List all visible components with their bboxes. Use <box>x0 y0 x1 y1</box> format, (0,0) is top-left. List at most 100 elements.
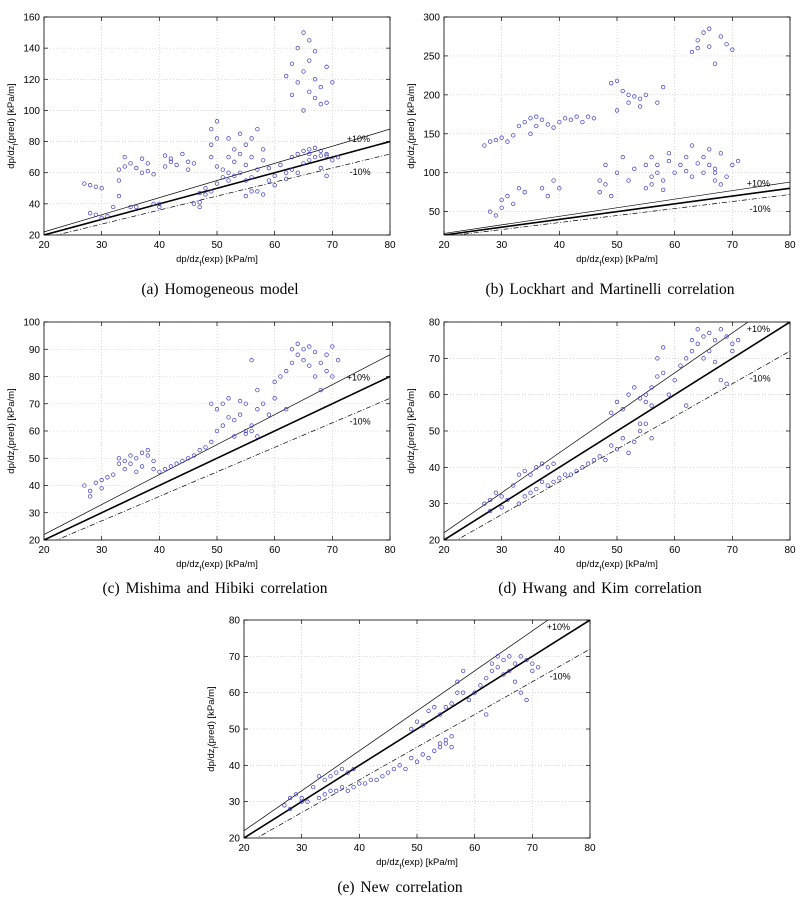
data-point <box>214 164 220 169</box>
upper-bound-line <box>444 322 749 534</box>
data-point <box>191 161 197 166</box>
data-point <box>168 159 174 164</box>
lower-bound-label: -10% <box>750 204 771 214</box>
data-point <box>539 186 545 191</box>
data-point <box>609 443 614 448</box>
data-point <box>134 469 139 475</box>
data-point <box>637 96 643 101</box>
data-point <box>660 370 666 376</box>
data-point <box>397 763 402 768</box>
data-point <box>330 344 335 349</box>
y-tick-label: 150 <box>423 129 440 140</box>
data-point <box>232 173 237 178</box>
data-point <box>637 396 643 401</box>
data-point <box>318 148 323 154</box>
data-point <box>255 407 260 412</box>
data-point <box>426 708 431 713</box>
data-point <box>614 447 620 452</box>
data-point <box>403 766 408 772</box>
data-point <box>318 84 323 90</box>
y-tick-label: 300 <box>423 13 440 24</box>
axes-frame <box>443 16 791 236</box>
data-point <box>482 143 487 148</box>
y-tick-label: 100 <box>23 106 40 117</box>
data-point <box>157 204 162 210</box>
data-point <box>214 181 220 186</box>
x-tick-label: 30 <box>496 240 508 251</box>
x-tick-label: 70 <box>327 545 339 556</box>
data-point <box>139 450 145 455</box>
data-point <box>260 401 266 406</box>
data-point <box>237 151 243 157</box>
lower-bound-label: -10% <box>350 167 371 177</box>
data-point <box>666 392 672 397</box>
data-point <box>655 356 660 361</box>
data-point <box>99 215 104 221</box>
data-point <box>649 154 654 160</box>
data-point <box>472 690 477 695</box>
grid <box>443 16 791 235</box>
chart-panel-b: +10% -10% 20 30 40 50 60 70 80 50 100 150 200 250 300 d… <box>400 0 800 268</box>
reference-lines <box>244 620 590 838</box>
data-point <box>295 80 300 85</box>
chart-panel-c: +10% -10% 20 30 40 50 60 70 80 20 30 40 50 60 70 80 90 10… <box>0 305 400 573</box>
x-axis-label: dp/dzf(exp) [kPa/m] <box>176 254 258 268</box>
data-point <box>312 49 318 54</box>
data-point <box>460 690 466 695</box>
data-point <box>505 193 510 199</box>
y-tick-label: 40 <box>429 463 441 474</box>
data-point <box>487 497 493 503</box>
data-point <box>522 190 527 195</box>
data-point <box>255 126 260 132</box>
data-point <box>495 654 500 659</box>
upper-bound-label: +10% <box>747 324 770 334</box>
data-point <box>487 508 493 514</box>
data-point <box>432 705 437 710</box>
data-point <box>139 170 145 175</box>
data-point <box>312 349 318 355</box>
data-point <box>243 428 248 434</box>
data-point <box>437 712 443 717</box>
lower-bound-line <box>256 648 590 838</box>
x-tick-label: 60 <box>269 545 281 556</box>
data-point <box>139 464 145 469</box>
data-point <box>226 178 231 183</box>
data-point <box>214 428 220 434</box>
parity-line <box>244 620 590 838</box>
data-point <box>707 147 712 152</box>
data-point <box>626 450 631 455</box>
lower-bound-label: -10% <box>750 373 771 383</box>
data-point <box>609 193 614 199</box>
data-point <box>643 392 648 397</box>
data-point <box>730 348 735 354</box>
data-point <box>301 69 306 74</box>
data-point <box>272 396 277 401</box>
data-point <box>214 136 220 141</box>
data-point <box>684 169 689 174</box>
reference-lines <box>444 181 790 235</box>
y-tick-label: 80 <box>29 372 41 383</box>
data-point <box>443 705 448 710</box>
data-point <box>318 165 323 171</box>
data-point <box>93 480 99 485</box>
data-point <box>568 117 574 122</box>
data-point <box>295 352 300 357</box>
upper-bound-line <box>444 181 790 234</box>
data-point <box>324 173 329 178</box>
y-tick-label: 200 <box>423 90 440 101</box>
chart-svg-c: +10% -10% 20 30 40 50 60 70 80 20 30 40 50 60 70 80 90 10… <box>6 318 396 573</box>
data-point <box>226 170 231 175</box>
x-tick-label: 80 <box>384 240 396 251</box>
data-point <box>232 434 237 439</box>
x-tick-label: 40 <box>354 843 366 854</box>
data-point <box>603 162 608 168</box>
data-point <box>249 428 254 434</box>
data-point <box>174 461 179 466</box>
data-point <box>512 679 518 684</box>
y-tick-label: 80 <box>229 616 241 627</box>
data-point <box>295 151 300 157</box>
data-point <box>266 178 272 183</box>
data-point <box>151 201 156 207</box>
ticks: 20 30 40 50 60 70 80 20 30 40 50 60 70 80 90 100 <box>23 318 396 557</box>
data-point <box>162 164 168 169</box>
